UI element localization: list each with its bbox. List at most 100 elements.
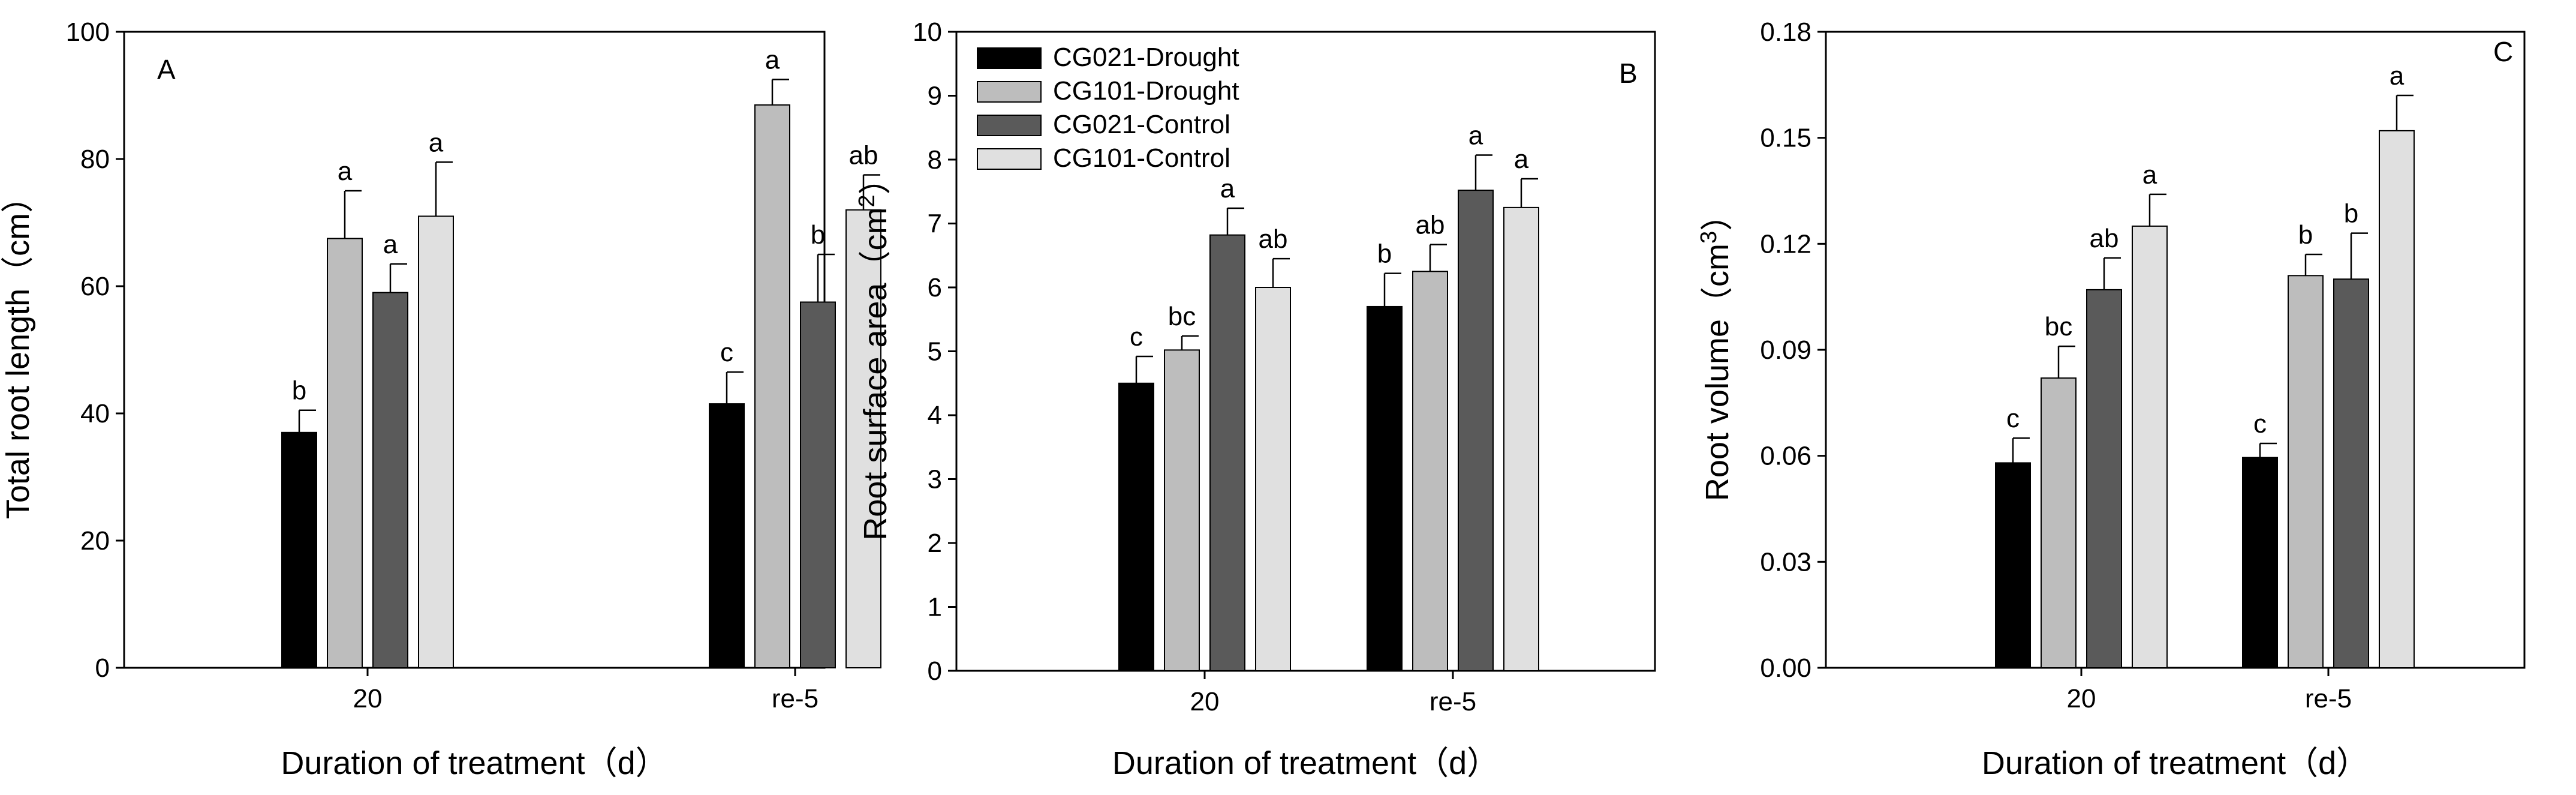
significance-label: c (1130, 322, 1143, 352)
y-tick-label: 3 (928, 465, 942, 494)
bar-cg101-control-1 (2379, 130, 2415, 668)
x-axis-title: Duration of treatment（d） (281, 745, 667, 781)
y-tick-label: 0 (95, 653, 110, 683)
y-tick-label: 0 (928, 656, 942, 686)
bar-cg021-drought-1 (2242, 457, 2278, 668)
significance-label: a (1468, 121, 1483, 151)
x-tick-label: re-5 (772, 684, 818, 713)
y-tick-label: 2 (928, 529, 942, 558)
bar-cg021-control-0 (1209, 234, 1245, 672)
y-tick-label: 6 (928, 273, 942, 302)
y-axis-title-superscript: 3 (1696, 231, 1722, 244)
significance-label: ab (1259, 224, 1288, 254)
significance-label: b (292, 376, 306, 406)
y-axis-title: Root surface area（cm2） (854, 162, 893, 540)
bar-cg101-drought-0 (2041, 377, 2077, 668)
legend-label: CG101-Drought (1053, 76, 1239, 106)
bar-cg021-drought-1 (1367, 305, 1403, 671)
y-tick-label: 8 (928, 145, 942, 175)
bar-cg101-drought-0 (1164, 349, 1200, 671)
bar-cg101-control-0 (418, 215, 454, 668)
y-tick-label: 4 (928, 401, 942, 430)
legend: CG021-Drought CG101-Drought CG021-Control C… (977, 43, 1239, 173)
y-axis-title-superscript: 2 (854, 194, 880, 207)
legend-swatch-cg101-control (977, 148, 1042, 170)
y-tick-label: 100 (66, 17, 110, 47)
bar-cg101-drought-1 (754, 104, 790, 668)
significance-label: ab (1416, 211, 1445, 240)
significance-label: ab (2090, 224, 2119, 253)
significance-label: b (811, 220, 825, 250)
y-tick-label: 1 (928, 593, 942, 622)
significance-label: a (383, 230, 398, 259)
significance-label: c (2253, 409, 2267, 439)
y-axis-title: Root volume（cm3） (1696, 199, 1735, 501)
significance-label: a (2142, 160, 2157, 190)
y-axis-title-part: ） (857, 162, 893, 194)
y-tick-label: 0.00 (1760, 653, 1811, 683)
bar-cg021-control-1 (1458, 190, 1494, 671)
y-tick-label: 40 (80, 399, 110, 428)
bar-cg021-drought-0 (1995, 462, 2031, 668)
bar-cg101-control-1 (845, 209, 881, 668)
plot-frame (1825, 31, 2526, 669)
x-tick-label: re-5 (2305, 684, 2352, 713)
y-axis-title-part: Root surface area（cm (857, 207, 893, 540)
significance-label: bc (2045, 312, 2072, 341)
y-tick-label: 20 (80, 526, 110, 556)
bar-cg021-control-1 (800, 301, 836, 668)
y-tick-label: 0.12 (1760, 229, 1811, 259)
bar-cg021-control-0 (2086, 289, 2122, 668)
y-tick-label: 0.15 (1760, 124, 1811, 153)
x-tick-label: 20 (1190, 687, 1220, 716)
bar-cg021-drought-0 (281, 431, 317, 668)
y-axis-title-part: ） (1699, 199, 1735, 231)
x-tick-label: 20 (353, 684, 383, 713)
y-axis-title-part: Root volume（cm (1699, 244, 1735, 501)
y-tick-label: 0.03 (1760, 547, 1811, 577)
y-tick-label: 7 (928, 209, 942, 239)
significance-label: b (2298, 220, 2313, 250)
legend-label: CG021-Control (1053, 110, 1230, 139)
y-tick-label: 0.18 (1760, 17, 1811, 47)
legend-label: CG021-Drought (1053, 43, 1239, 72)
bar-cg101-control-0 (2132, 225, 2168, 668)
significance-label: a (2390, 61, 2405, 91)
legend-label: CG101-Control (1053, 143, 1230, 173)
panel-letter: B (1619, 58, 1638, 89)
y-axis-title: Total root length（cm） (0, 181, 36, 519)
significance-label: a (1220, 174, 1235, 203)
significance-label: b (2344, 199, 2358, 229)
y-tick-label: 0.06 (1760, 442, 1811, 471)
significance-label: ab (849, 141, 878, 170)
bar-cg101-control-0 (1255, 287, 1291, 671)
x-axis-title: Duration of treatment（d） (1112, 745, 1499, 781)
significance-label: bc (1168, 302, 1196, 331)
y-axis-title-part: Total root length（cm） (0, 181, 36, 519)
x-tick-label: re-5 (1430, 687, 1476, 716)
significance-label: a (765, 46, 780, 75)
chart-panel-c: 0.00 0.03 0.06 0.09 0.12 0.15 0.18 20 re-5 c c bc b a… (1696, 17, 2526, 781)
y-tick-label: 0.09 (1760, 335, 1811, 365)
significance-label: c (720, 338, 733, 367)
significance-label: a (429, 128, 444, 157)
bar-cg021-drought-0 (1118, 382, 1154, 671)
x-tick-label: 20 (2067, 684, 2096, 713)
panel-letter: C (2493, 36, 2513, 67)
legend-swatch-cg101-drought (977, 81, 1042, 103)
y-tick-label: 60 (80, 272, 110, 301)
bar-cg021-control-1 (2333, 278, 2369, 668)
legend-swatch-cg021-control (977, 115, 1042, 136)
x-axis-title: Duration of treatment（d） (1982, 745, 2369, 781)
panel-letter: A (157, 54, 176, 85)
y-tick-label: 9 (928, 82, 942, 111)
bar-cg101-control-1 (1503, 206, 1539, 671)
significance-label: a (338, 157, 353, 186)
y-tick-label: 80 (80, 145, 110, 174)
y-tick-label: 10 (913, 17, 942, 47)
significance-label: a (1514, 145, 1529, 174)
significance-label: c (2006, 404, 2020, 433)
